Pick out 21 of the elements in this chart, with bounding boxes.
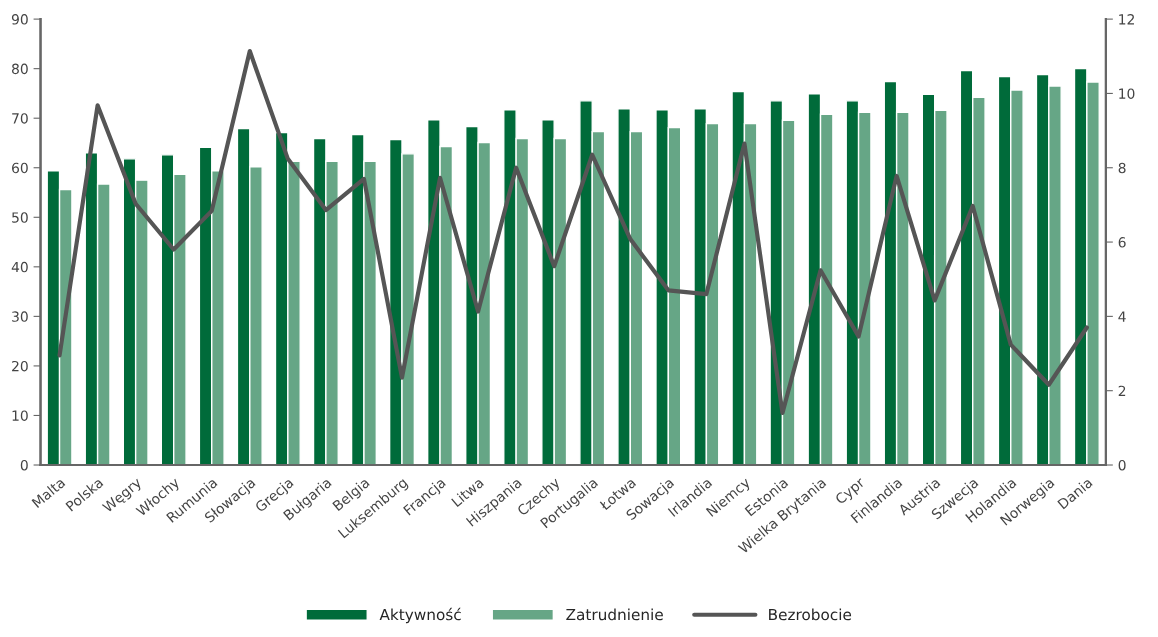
y-tick-label: 20 bbox=[12, 360, 28, 372]
y-tick-label: 80 bbox=[11, 63, 28, 75]
y-tick-label: 30 bbox=[12, 311, 28, 322]
y2-tick-label: 6 bbox=[1118, 237, 1126, 248]
y-tick-label: 0 bbox=[20, 459, 28, 471]
line-series bbox=[57, 48, 1089, 416]
y-tick-label: 90 bbox=[11, 14, 28, 25]
y-tick-label: 10 bbox=[12, 410, 28, 421]
y-tick-label: 50 bbox=[12, 212, 28, 223]
y2-tick-label: 0 bbox=[1118, 459, 1126, 471]
y2-tick-label: 2 bbox=[1118, 385, 1126, 396]
y2-tick-label: 12 bbox=[1119, 14, 1134, 25]
y-tick-label: 70 bbox=[12, 113, 28, 124]
legend-label: Zatrudnienie bbox=[566, 608, 663, 621]
y2-tick-label: 10 bbox=[1119, 88, 1135, 99]
y-tick-label: 60 bbox=[12, 162, 28, 174]
y2-tick-label: 8 bbox=[1118, 162, 1126, 174]
y-tick-label: 40 bbox=[11, 261, 28, 273]
legend-label: Aktywność bbox=[379, 607, 461, 624]
legend-label: Bezrobocie bbox=[769, 608, 852, 621]
y2-tick-label: 4 bbox=[1118, 311, 1126, 322]
